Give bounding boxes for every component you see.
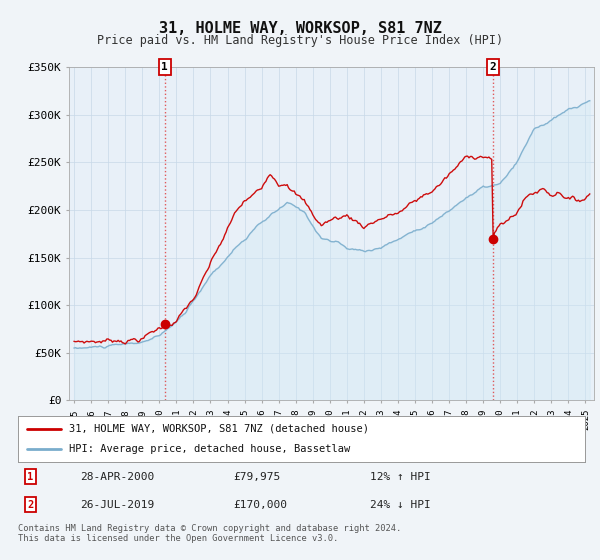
Text: 26-JUL-2019: 26-JUL-2019 [80,500,155,510]
Text: 2: 2 [490,62,496,72]
Text: 12% ↑ HPI: 12% ↑ HPI [370,472,430,482]
Text: 24% ↓ HPI: 24% ↓ HPI [370,500,430,510]
Text: 1: 1 [161,62,168,72]
Text: Price paid vs. HM Land Registry's House Price Index (HPI): Price paid vs. HM Land Registry's House … [97,34,503,46]
Text: HPI: Average price, detached house, Bassetlaw: HPI: Average price, detached house, Bass… [69,444,350,454]
Text: 1: 1 [28,472,34,482]
Text: 2: 2 [28,500,34,510]
Text: 28-APR-2000: 28-APR-2000 [80,472,155,482]
Text: £79,975: £79,975 [233,472,281,482]
Text: £170,000: £170,000 [233,500,287,510]
Text: Contains HM Land Registry data © Crown copyright and database right 2024.
This d: Contains HM Land Registry data © Crown c… [18,524,401,543]
Text: 31, HOLME WAY, WORKSOP, S81 7NZ (detached house): 31, HOLME WAY, WORKSOP, S81 7NZ (detache… [69,424,369,434]
Text: 31, HOLME WAY, WORKSOP, S81 7NZ: 31, HOLME WAY, WORKSOP, S81 7NZ [158,21,442,36]
